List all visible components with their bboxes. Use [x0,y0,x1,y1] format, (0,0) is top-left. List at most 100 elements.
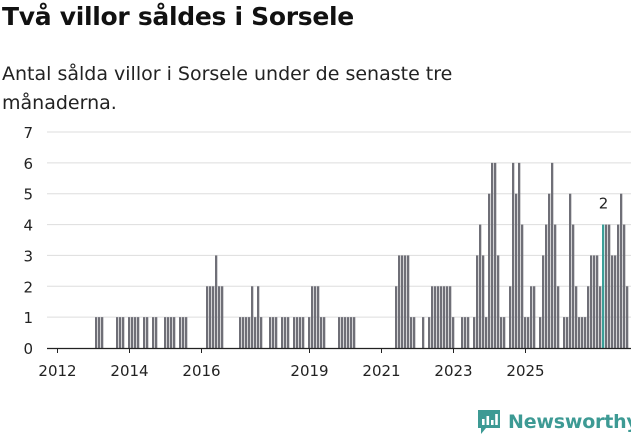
bar [308,317,311,348]
bar [545,224,548,348]
bar [503,317,506,348]
y-tick-label: 7 [23,124,33,142]
bar [497,255,500,348]
newsworthy-logo-icon [478,410,500,434]
bar [320,317,323,348]
bar [515,193,518,348]
bar [239,317,242,348]
bar [248,317,251,348]
bar [152,317,155,348]
bar [518,162,521,348]
bar [482,255,485,348]
bar [170,317,173,348]
bar [398,255,401,348]
x-tick-label: 2016 [182,362,220,380]
y-tick-label: 0 [23,340,33,358]
bar [299,317,302,348]
bar [422,317,425,348]
brand-logo[interactable]: Newsworthy [476,408,631,436]
bar [128,317,131,348]
bar [242,317,245,348]
bar [215,255,218,348]
x-axis-ticks: 2012 2014 2016 2019 2021 2023 2025 [38,348,545,380]
bar [119,317,122,348]
bar [173,317,176,348]
bar [548,193,551,348]
y-axis-ticks: 0 1 2 3 4 5 6 7 [23,124,33,358]
bar [122,317,125,348]
bar [350,317,353,348]
bar [101,317,104,348]
bar [485,317,488,348]
bar [287,317,290,348]
brand-name: Newsworthy [508,411,631,433]
bar [179,317,182,348]
bar [353,317,356,348]
chart-title: Två villor såldes i Sorsele [2,2,354,31]
bar [554,224,557,348]
bar [341,317,344,348]
bar [218,286,221,348]
y-tick-label: 2 [23,278,33,296]
bar [551,162,554,348]
bar [407,255,410,348]
bar [617,224,620,348]
bar-highlight [602,224,605,348]
bar [440,286,443,348]
bar [524,317,527,348]
bar [473,317,476,348]
bar [446,286,449,348]
bar [212,286,215,348]
bar [134,317,137,348]
bar [575,286,578,348]
bar [143,317,146,348]
bar [281,317,284,348]
bar [431,286,434,348]
bar [500,317,503,348]
data-label: 2 [599,195,609,213]
bar [296,317,299,348]
gridlines [47,131,631,318]
bars [95,162,629,348]
bar [317,286,320,348]
bar [491,162,494,348]
bar [311,286,314,348]
bar [245,317,248,348]
bar [539,317,542,348]
annotations: 2 [595,195,612,213]
bar [413,317,416,348]
x-tick-label: 2012 [38,362,76,380]
bar [401,255,404,348]
bar [599,286,602,348]
bar [338,317,341,348]
bar [527,317,530,348]
bar [410,317,413,348]
bar [572,224,575,348]
bar [428,317,431,348]
bar [542,255,545,348]
bar [449,286,452,348]
bar [131,317,134,348]
bar-chart: 0 1 2 3 4 5 6 7 2012 2014 2016 2019 2021 2023 2025 2 [23,124,631,380]
bar [251,286,254,348]
bar [512,162,515,348]
bar [530,286,533,348]
bar [605,224,608,348]
bar [344,317,347,348]
bar [626,286,629,348]
bar [608,224,611,348]
bar [155,317,158,348]
bar [323,317,326,348]
bar [566,317,569,348]
bar [479,224,482,348]
bar [164,317,167,348]
bar [611,255,614,348]
x-tick-label: 2023 [434,362,472,380]
bar [476,255,479,348]
bar [563,317,566,348]
bar [623,224,626,348]
y-tick-label: 1 [23,309,33,327]
bar [404,255,407,348]
bar [275,317,278,348]
y-tick-label: 4 [23,217,33,235]
